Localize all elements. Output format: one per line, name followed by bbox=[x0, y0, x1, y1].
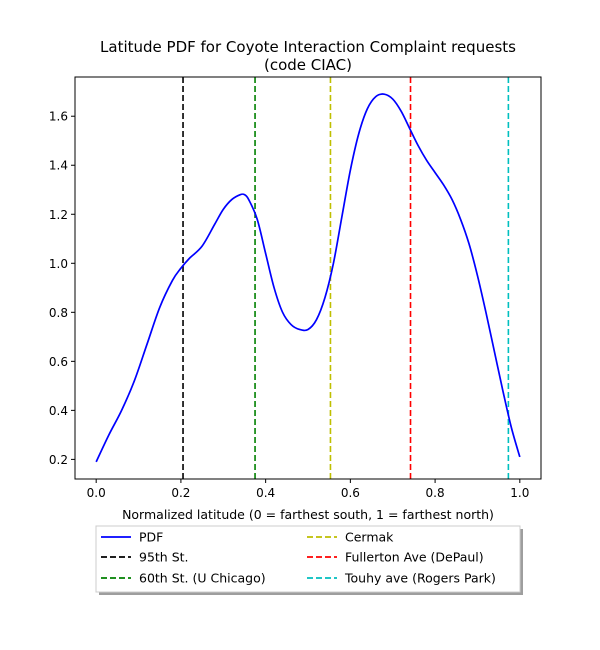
y-tick-label: 1.4 bbox=[49, 159, 68, 173]
plot-frame bbox=[74, 76, 542, 480]
series-layer bbox=[95, 93, 521, 463]
y-tick-label: 0.4 bbox=[49, 404, 68, 418]
series-line-0 bbox=[95, 93, 521, 463]
legend-label: Fullerton Ave (DePaul) bbox=[345, 550, 484, 565]
legend-label: Touhy ave (Rogers Park) bbox=[344, 571, 496, 586]
y-tick-label: 0.8 bbox=[49, 306, 68, 320]
x-tick-label: 0.8 bbox=[426, 486, 445, 500]
chart-title: Latitude PDF for Coyote Interaction Comp… bbox=[100, 38, 516, 56]
legend-label: Cermak bbox=[345, 530, 394, 545]
y-tick-label: 1.0 bbox=[49, 257, 68, 271]
chart-subtitle: (code CIAC) bbox=[264, 56, 352, 74]
vertical-reference-lines bbox=[182, 77, 510, 479]
y-axis: 0.2 0.4 0.6 0.8 1.0 1.2 1.4 1.6 bbox=[49, 110, 75, 467]
x-tick-label: 1.0 bbox=[510, 486, 529, 500]
x-axis-label: Normalized latitude (0 = farthest south,… bbox=[122, 507, 494, 522]
x-tick-label: 0.0 bbox=[87, 486, 106, 500]
y-tick-label: 1.6 bbox=[49, 110, 68, 124]
legend: PDF 95th St. 60th St. (U Chicago) Cermak Ful… bbox=[95, 525, 523, 595]
legend-label: 95th St. bbox=[139, 550, 189, 565]
legend-label: 60th St. (U Chicago) bbox=[139, 571, 266, 586]
x-tick-label: 0.6 bbox=[341, 486, 360, 500]
x-axis: 0.0 0.2 0.4 0.6 0.8 1.0 bbox=[87, 479, 529, 500]
x-tick-label: 0.2 bbox=[171, 486, 190, 500]
legend-label: PDF bbox=[139, 530, 163, 545]
x-tick-label: 0.4 bbox=[256, 486, 275, 500]
y-tick-label: 1.2 bbox=[49, 208, 68, 222]
y-tick-label: 0.6 bbox=[49, 355, 68, 369]
y-tick-label: 0.2 bbox=[49, 453, 68, 467]
